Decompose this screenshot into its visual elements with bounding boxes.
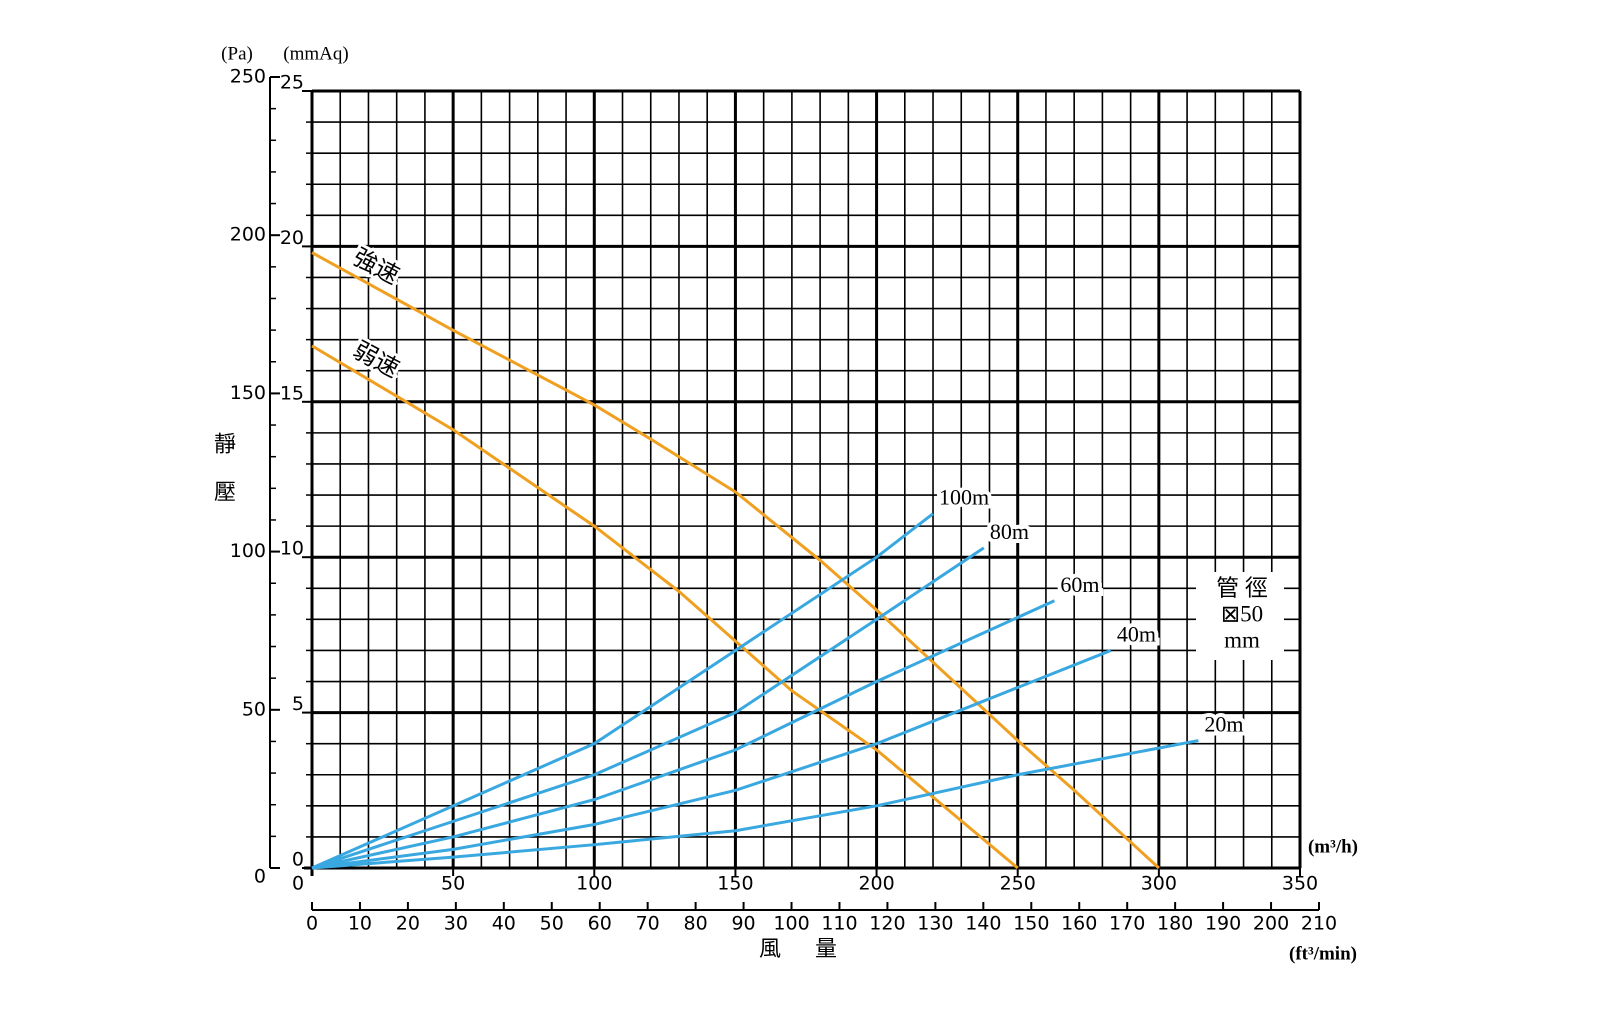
x-tick-label: 50 [441,873,465,895]
series-line [311,251,1160,870]
y2-tick-label: 200 [230,224,266,246]
x2-tick-label: 110 [821,913,857,935]
series-line [311,546,985,870]
series-label: 100m [939,485,989,510]
annotation-text: mm [1224,627,1260,652]
x2-tick-label: 150 [1013,913,1049,935]
x-label: 風量 [759,936,871,961]
x2-tick-label: 210 [1301,913,1337,935]
y-label: 靜壓 [211,432,236,528]
series-line [311,599,1056,870]
y-tick-label: 25 [280,72,304,94]
x2-tick-label: 40 [492,913,516,935]
x2-tick-label: 0 [306,913,318,935]
x2-tick-label: 80 [684,913,708,935]
series-label: 40m [1117,621,1156,646]
series-line [311,649,1112,870]
y2-tick-label: 150 [230,382,266,404]
x-unit: (m³/h) [1308,836,1358,857]
x2-tick-label: 190 [1205,913,1241,935]
x2-tick-label: 10 [348,913,372,935]
y2-unit: (Pa) [221,43,253,64]
y-tick-label: 20 [280,227,304,249]
x2-tick-label: 60 [588,913,612,935]
x2-tick-label: 70 [636,913,660,935]
y-tick-label: 5 [292,693,304,715]
annotation-text: 管 徑 [1216,575,1268,600]
x-tick-label: 100 [576,873,612,895]
x2-tick-label: 130 [917,913,953,935]
annotation-text: ⊠50 [1221,601,1263,626]
series-line [311,512,934,870]
x2-tick-label: 170 [1109,913,1145,935]
x-tick-label: 350 [1282,873,1318,895]
y-tick-label: 15 [280,382,304,404]
x-tick-label: 250 [1000,873,1036,895]
series-label: 60m [1060,572,1099,597]
x2-tick-label: 50 [540,913,564,935]
y2-tick-label: 0 [254,866,266,888]
y-tick-label: 0 [292,849,304,871]
y2-tick-label: 250 [230,66,266,88]
x2-tick-label: 140 [965,913,1001,935]
series-label: 強速 [348,244,403,290]
y-tick-label: 10 [280,538,304,560]
series-line [311,739,1199,870]
x2-tick-label: 160 [1061,913,1097,935]
y2-tick-label: 100 [230,540,266,562]
y-unit: (mmAq) [283,43,348,64]
x-tick-label: 200 [858,873,894,895]
annotation-box [1196,572,1284,660]
x2-tick-label: 90 [731,913,755,935]
series-label: 弱速 [348,337,403,383]
x-tick-label: 300 [1141,873,1177,895]
series-label: 80m [990,519,1029,544]
x2-tick-label: 180 [1157,913,1193,935]
x-tick-label: 150 [717,873,753,895]
series-label: 20m [1204,712,1243,737]
x2-tick-label: 200 [1253,913,1289,935]
x2-tick-label: 30 [444,913,468,935]
x2-unit: (ft³/min) [1289,943,1357,964]
series-line [311,344,1019,870]
x2-tick-label: 120 [869,913,905,935]
x2-tick-label: 100 [773,913,809,935]
y2-tick-label: 50 [242,698,266,720]
x-tick-label: 0 [292,873,304,895]
x2-tick-label: 20 [396,913,420,935]
